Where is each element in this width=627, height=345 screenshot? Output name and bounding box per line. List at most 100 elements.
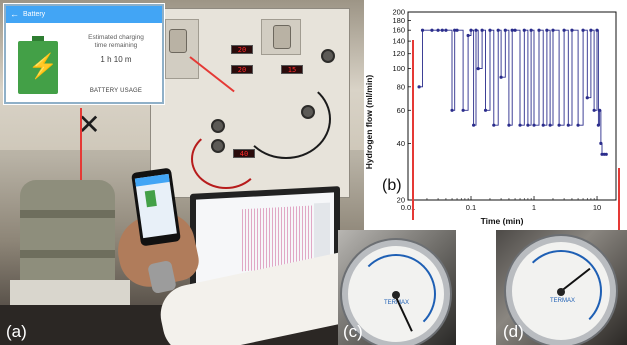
arrow-line — [618, 168, 620, 230]
pressure-gauge-icon: TERMAX — [342, 240, 450, 345]
estimate-text: Estimated charging time remaining — [70, 34, 162, 50]
data-point — [598, 108, 602, 112]
arrow-line — [80, 108, 82, 180]
cable — [191, 129, 261, 189]
data-point — [562, 28, 566, 32]
x-tick-label: 10 — [593, 203, 601, 212]
vessel-strap — [20, 210, 115, 218]
vessel-strap — [20, 250, 115, 258]
cable — [241, 79, 331, 159]
gauge-brand: TERMAX — [384, 300, 410, 306]
x-tick-label: 0.01 — [401, 203, 416, 212]
data-point — [499, 75, 503, 79]
data-point — [595, 28, 599, 32]
data-point — [440, 28, 444, 32]
valve-icon — [169, 29, 187, 53]
data-point — [469, 28, 473, 32]
data-point — [450, 108, 454, 112]
battery-body: ⚡ — [18, 41, 58, 94]
y-tick-label: 200 — [392, 8, 405, 17]
valve-icon — [273, 25, 291, 49]
data-point — [507, 123, 511, 127]
data-point — [492, 123, 496, 127]
test-rig-panel: 20 20 15 40 — [150, 8, 350, 198]
data-point — [436, 28, 440, 32]
data-point — [518, 123, 522, 127]
data-point — [483, 108, 488, 112]
panel-label-d: (d) — [503, 322, 524, 341]
inset-title: Battery — [23, 11, 46, 18]
data-point — [455, 28, 459, 32]
data-point — [472, 123, 476, 127]
data-point — [599, 141, 603, 146]
battery-usage-link: BATTERY USAGE — [89, 88, 143, 94]
data-point — [417, 85, 421, 89]
gauge-hub — [392, 291, 400, 299]
estimate-time: 1 h 10 m — [100, 55, 132, 64]
x-axis-label: Time (min) — [481, 216, 524, 226]
plot-frame — [407, 11, 617, 201]
gauge-scale — [520, 250, 602, 332]
series-line — [419, 29, 607, 155]
y-tick-label: 180 — [392, 16, 405, 25]
data-point — [420, 28, 425, 32]
y-tick-label: 20 — [397, 196, 405, 205]
data-point — [600, 152, 604, 156]
battery-charging-icon: ⚡ — [18, 36, 58, 94]
data-point — [529, 28, 533, 32]
close-icon: ✕ — [77, 109, 101, 140]
y-tick-label: 40 — [397, 139, 405, 148]
inset-app-bar: ← Battery — [6, 6, 162, 23]
y-tick-label: 140 — [392, 37, 405, 46]
gauge-hub — [557, 288, 565, 296]
phone-screenshot-inset: ← Battery ⚡ Estimated charging time rema… — [4, 4, 164, 104]
photo-gauge-d: TERMAX — [496, 230, 627, 345]
estimate-line1: Estimated charging — [88, 34, 144, 41]
data-point — [581, 28, 585, 32]
panel-label-a: (a) — [6, 322, 27, 341]
data-point — [537, 28, 541, 32]
data-point — [466, 33, 470, 38]
x-tick-label: 0.1 — [466, 203, 476, 212]
data-point — [557, 123, 561, 127]
data-point — [532, 123, 536, 127]
arrow-line — [412, 40, 414, 220]
gauge-brand: TERMAX — [550, 298, 576, 304]
data-point — [444, 28, 448, 32]
data-point — [570, 28, 574, 32]
data-point — [503, 28, 507, 32]
data-point — [589, 28, 593, 32]
y-tick-label: 80 — [397, 82, 405, 91]
photo-gauge-c: TERMAX — [338, 230, 456, 345]
y-tick-label: 100 — [392, 64, 405, 73]
data-point — [480, 28, 484, 32]
data-point — [526, 123, 530, 127]
data-point — [576, 123, 580, 127]
y-tick-label: 120 — [392, 49, 405, 58]
estimate-line2: time remaining — [94, 42, 138, 49]
data-point — [566, 123, 570, 127]
hydride-vessel — [20, 180, 115, 290]
panel-label-c: (c) — [343, 322, 363, 341]
data-point — [522, 28, 526, 32]
phone-screen — [134, 173, 177, 239]
data-point — [453, 28, 457, 32]
panel-label-b: (b) — [382, 177, 402, 194]
gauge-scale — [356, 254, 436, 334]
battery-cap — [32, 36, 44, 41]
battery-icon — [144, 190, 157, 208]
y-tick-label: 60 — [397, 106, 405, 115]
x-tick-label: 1 — [532, 203, 536, 212]
data-point — [476, 66, 480, 71]
rig-display: 20 — [231, 45, 253, 54]
data-point — [592, 108, 596, 112]
knob-icon — [321, 49, 335, 63]
lightning-icon: ⚡ — [28, 53, 58, 80]
data-point — [430, 28, 434, 32]
photo-lab-setup: 20 20 15 40 ✕ ← Battery — [0, 0, 364, 345]
data-point — [513, 28, 517, 32]
data-point — [585, 96, 589, 100]
rig-display: 15 — [281, 65, 303, 74]
data-point — [548, 123, 552, 127]
